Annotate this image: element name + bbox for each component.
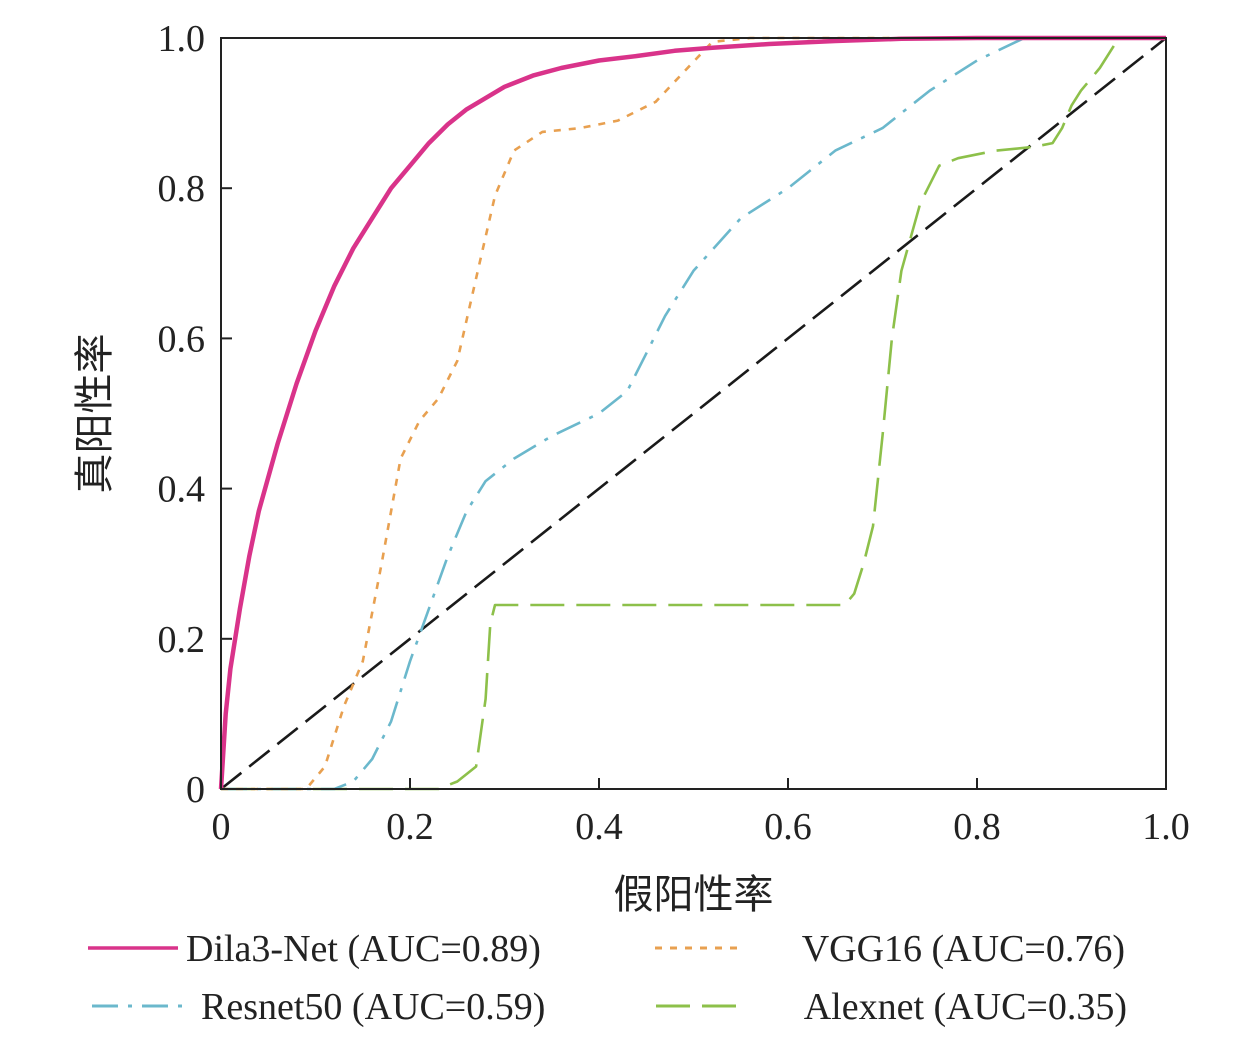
series-line-diagonal (220, 36, 1167, 791)
legend-label-vgg16: VGG16 (AUC=0.76) (802, 928, 1125, 970)
y-tick-label: 0.2 (158, 619, 206, 661)
legend-label-resnet50: Resnet50 (AUC=0.59) (201, 986, 545, 1028)
y-axis-title: 真阳性率 (72, 334, 117, 494)
x-tick-label: 1.0 (1142, 806, 1190, 848)
legend-label-alexnet: Alexnet (AUC=0.35) (804, 986, 1127, 1028)
legend-label-dila3-net: Dila3-Net (AUC=0.89) (186, 928, 541, 970)
x-axis-title: 假阳性率 (614, 872, 774, 917)
series-line-dila3-net (218, 35, 1166, 790)
y-tick-label: 1.0 (158, 18, 206, 60)
x-tick-label: 0 (212, 806, 231, 848)
tick-layer: 0 0.2 0.4 0.6 0.8 1.0 0 0.2 0.4 0.6 0.8 1.0 (158, 18, 1190, 848)
series-line-resnet50 (221, 36, 1166, 791)
y-tick-label: 0.4 (158, 469, 206, 511)
x-tick-label: 0.2 (386, 806, 434, 848)
series-line-alexnet (221, 36, 1166, 791)
legend: Dila3-Net (AUC=0.89) VGG16 (AUC=0.76) Resn… (88, 928, 1127, 1028)
y-tick-label: 0 (186, 769, 205, 811)
series-line-vgg16 (221, 36, 1166, 791)
y-tick-label: 0.6 (158, 318, 206, 360)
x-tick-label: 0.6 (764, 806, 812, 848)
x-tick-label: 0.8 (953, 806, 1001, 848)
plot-frame (220, 37, 1167, 790)
series-layer (218, 35, 1167, 791)
x-tick-label: 0.4 (575, 806, 623, 848)
y-tick-label: 0.8 (158, 168, 206, 210)
